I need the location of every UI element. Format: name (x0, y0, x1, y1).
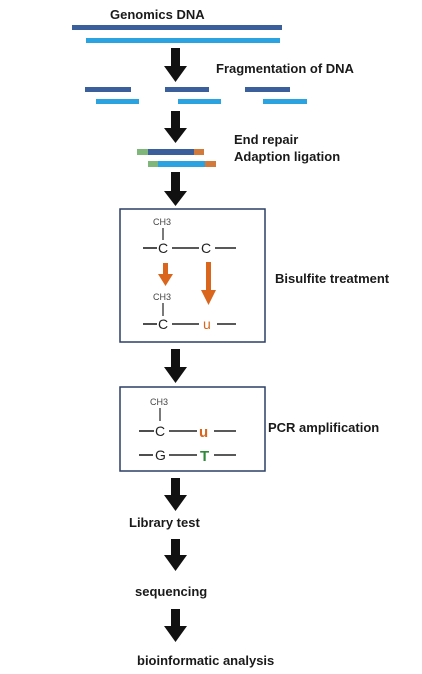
fragment-top-2 (165, 87, 209, 92)
adapter-left-bottom (148, 161, 158, 167)
flow-arrow-1 (164, 48, 187, 82)
pcr-top-strand: CH3 C u (139, 397, 236, 441)
methyl-group-top: CH3 (153, 217, 171, 227)
adapter-ligated-fragment (137, 149, 216, 167)
fragment-top-3 (245, 87, 290, 92)
flow-arrow-6 (164, 539, 187, 571)
bisulfite-after: CH3 C u (143, 292, 236, 332)
flow-arrow-3 (164, 172, 187, 206)
label-end-repair: End repair (234, 132, 298, 147)
dna-fragments (85, 87, 307, 104)
adapter-right-bottom (205, 161, 216, 167)
methyl-group-bottom: CH3 (153, 292, 171, 302)
fragment-top-1 (85, 87, 131, 92)
genomic-dna-strand-top (72, 25, 282, 30)
orange-arrow-left (158, 263, 173, 286)
methyl-group-pcr: CH3 (150, 397, 168, 407)
uracil-converted: u (203, 316, 211, 332)
pcr-uracil: u (199, 424, 208, 441)
fragment-bottom-2 (178, 99, 221, 104)
bisulfite-before: CH3 C C (143, 217, 236, 256)
bisulfite-box (119, 208, 266, 343)
label-bioinformatic-analysis: bioinformatic analysis (137, 653, 274, 668)
label-bisulfite-treatment: Bisulfite treatment (275, 271, 390, 286)
cytosine-methylated-bottom: C (158, 316, 168, 332)
label-adaption-ligation: Adaption ligation (234, 149, 340, 164)
flow-arrow-4 (164, 349, 187, 383)
insert-top (148, 149, 194, 155)
pcr-guanine: G (155, 447, 166, 463)
genomic-dna-strand-bottom (86, 38, 280, 43)
cytosine-methylated-top: C (158, 240, 168, 256)
label-fragmentation: Fragmentation of DNA (216, 61, 355, 76)
pcr-cytosine: C (155, 423, 165, 439)
adapter-left-top (137, 149, 148, 155)
adapter-right-top (194, 149, 204, 155)
orange-arrow-right (201, 262, 216, 305)
pcr-bottom-strand: G T (139, 447, 236, 465)
flow-arrow-7 (164, 609, 187, 642)
pcr-thymine: T (200, 448, 209, 465)
label-library-test: Library test (129, 515, 200, 530)
insert-bottom (158, 161, 205, 167)
pcr-box (119, 386, 266, 472)
fragment-bottom-1 (96, 99, 139, 104)
flow-arrow-2 (164, 111, 187, 143)
label-pcr-amplification: PCR amplification (268, 420, 379, 435)
label-sequencing: sequencing (135, 584, 207, 599)
cytosine-unmethylated-top: C (201, 240, 211, 256)
fragment-bottom-3 (263, 99, 307, 104)
flow-arrow-5 (164, 478, 187, 511)
label-genomics-dna: Genomics DNA (110, 7, 205, 22)
